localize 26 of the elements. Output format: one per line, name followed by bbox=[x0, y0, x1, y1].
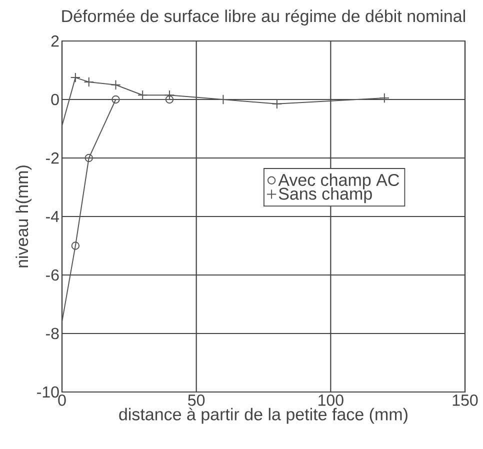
point bbox=[84, 154, 93, 162]
y-tick-label: 0 bbox=[51, 94, 59, 106]
x-axis-title: distance à partir de la petite face (mm) bbox=[119, 408, 408, 424]
chart-title: Déformée de surface libre au régime de débit nominal bbox=[62, 9, 465, 26]
point bbox=[112, 95, 120, 104]
y-axis-title: niveau h(mm) bbox=[16, 166, 32, 268]
y-tick-label: 2 bbox=[51, 35, 59, 47]
point bbox=[218, 94, 228, 105]
y-tick-label: -6 bbox=[46, 269, 59, 281]
point bbox=[138, 90, 148, 100]
point bbox=[110, 80, 121, 90]
x-tick-label: 0 bbox=[58, 394, 66, 406]
point bbox=[84, 76, 94, 88]
y-tick-label: -8 bbox=[46, 328, 59, 340]
point bbox=[165, 95, 174, 104]
point bbox=[379, 92, 390, 104]
legend-label: Sans champ bbox=[278, 187, 372, 204]
x-tick-label: 50 bbox=[188, 394, 205, 406]
point bbox=[71, 242, 80, 250]
point bbox=[70, 72, 81, 83]
y-tick-label: -10 bbox=[37, 386, 59, 398]
y-tick-label: -4 bbox=[46, 210, 60, 222]
y-tick-label: -2 bbox=[46, 152, 59, 164]
point bbox=[272, 98, 282, 109]
x-tick-label: 150 bbox=[452, 394, 478, 406]
x-tick-label: 100 bbox=[318, 394, 344, 406]
